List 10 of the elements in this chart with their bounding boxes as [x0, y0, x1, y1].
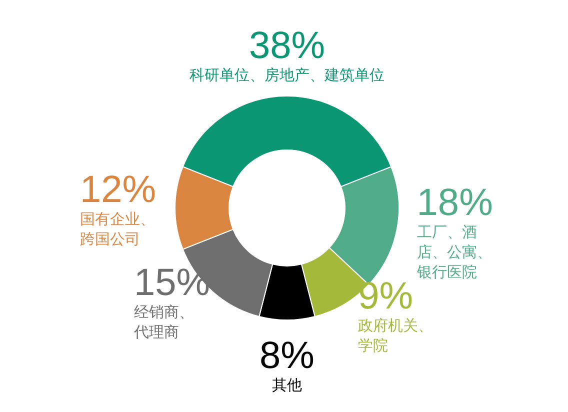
slice-label: 国有企业、跨国公司	[80, 210, 155, 248]
data-label: 18%	[416, 182, 493, 224]
slice-label: 政府机关、学院	[358, 316, 434, 355]
slice-label: 经销商、代理商	[132, 303, 194, 342]
slice-label: 科研单位、房地产、建筑单位	[190, 66, 384, 84]
slice-label: 工厂、酒店、公寓、银行医院	[416, 223, 492, 282]
data-label: 12%	[80, 169, 156, 211]
slice-label: 其他	[272, 376, 302, 394]
data-label: 8%	[260, 335, 314, 377]
data-label: 38%	[248, 25, 326, 67]
